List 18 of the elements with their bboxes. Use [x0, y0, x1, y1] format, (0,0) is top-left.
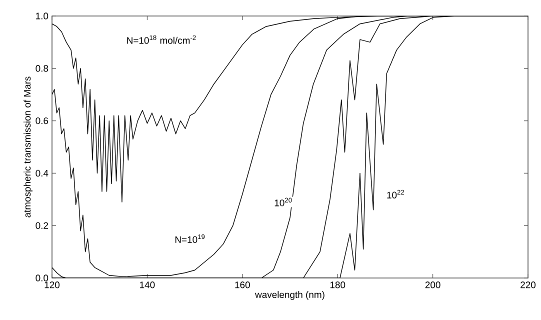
- annotation: N=10$^{19}$: [175, 234, 205, 243]
- x-tick-label: 220: [520, 282, 536, 288]
- x-tick-label: 120: [44, 282, 60, 288]
- x-tick-label: 140: [140, 282, 155, 288]
- y-tick-label: 0.6: [36, 117, 48, 124]
- y-tick-label: 0.8: [36, 65, 48, 72]
- y-tick-label: 1.0: [36, 12, 48, 20]
- annotation: 10$^{20}$: [274, 198, 292, 206]
- y-tick-label: 0.0: [36, 274, 48, 282]
- annotation: 10$^{22}$: [387, 190, 404, 198]
- x-tick-label: 180: [330, 282, 346, 288]
- y-tick-label: 0.4: [36, 170, 48, 177]
- x-tick-label: 200: [425, 282, 440, 288]
- annotation: N=10$^{18}$ mol/cm$^{-2}$: [127, 35, 196, 44]
- y-tick-label: 0.2: [36, 222, 48, 229]
- x-tick-label: 160: [235, 282, 250, 288]
- x-axis-title: wavelength (nm): [255, 291, 324, 300]
- y-axis-title: atmospheric transmission of Mars: [24, 76, 32, 218]
